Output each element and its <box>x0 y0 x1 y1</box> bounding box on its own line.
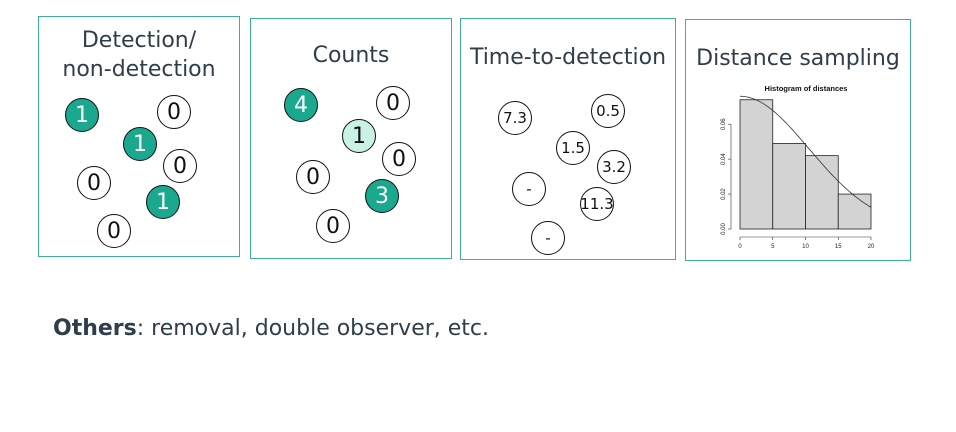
site-circle: 0 <box>157 95 191 129</box>
x-tick-label: 15 <box>835 244 842 250</box>
y-tick-label: 0.04 <box>721 153 727 165</box>
others-text: : removal, double observer, etc. <box>136 316 490 341</box>
site-circle: 0 <box>296 160 330 194</box>
site-circle: 0 <box>382 142 416 176</box>
site-circle: 0 <box>77 166 111 200</box>
site-circle: 1 <box>146 185 180 219</box>
others-note: Others: removal, double observer, etc. <box>53 316 489 341</box>
histogram-title: Histogram of distances <box>765 84 848 93</box>
site-circle: 3 <box>365 179 399 213</box>
panel-detection: Detection/ non-detection 1 0 1 0 0 1 0 <box>38 16 240 257</box>
site-circle: - <box>531 221 565 255</box>
site-circle: 0.5 <box>591 94 625 128</box>
histogram-bar <box>739 99 774 230</box>
site-circle: 0 <box>316 209 350 243</box>
site-circle: 7.3 <box>498 101 532 135</box>
site-circle: - <box>512 172 546 206</box>
y-tick-label: 0.00 <box>721 223 727 235</box>
panel-title: Time-to-detection <box>469 45 667 70</box>
panel-time-to-detection: Time-to-detection 7.3 0.5 1.5 3.2 - 11.3… <box>460 18 676 260</box>
x-tick-label: 5 <box>771 244 775 250</box>
site-circle: 1.5 <box>556 131 590 165</box>
site-circle: 0 <box>97 214 131 248</box>
site-circle: 4 <box>284 88 318 122</box>
site-circle: 1 <box>65 98 99 132</box>
site-circle: 0 <box>376 86 410 120</box>
histogram-bar <box>772 143 806 230</box>
x-tick-label: 0 <box>738 244 742 250</box>
histogram-bar <box>837 193 872 230</box>
histogram-bar <box>805 155 839 230</box>
site-circle: 11.3 <box>580 187 614 221</box>
site-circle: 1 <box>123 127 157 161</box>
x-tick-label: 20 <box>868 244 875 250</box>
detection-curve <box>739 95 872 208</box>
panel-title: Counts <box>312 43 390 68</box>
title-line-2: non-detection <box>62 57 216 82</box>
y-tick-label: 0.06 <box>721 118 727 130</box>
panel-counts: Counts 4 0 1 0 0 3 0 <box>250 18 452 259</box>
panel-title: Detection/ non-detection <box>39 26 239 84</box>
site-circle: 3.2 <box>597 150 631 184</box>
title-line-1: Detection/ <box>81 28 197 53</box>
distance-histogram: Histogram of distances 0.000.020.040.06 … <box>721 84 875 250</box>
panel-distance-sampling: Distance sampling Histogram of distances… <box>685 19 911 261</box>
site-circle: 1 <box>342 119 376 153</box>
y-tick-label: 0.02 <box>721 188 727 200</box>
x-tick-label: 10 <box>802 244 809 250</box>
site-circle: 0 <box>163 149 197 183</box>
others-label: Others <box>53 316 137 341</box>
panel-title: Distance sampling <box>696 46 900 71</box>
